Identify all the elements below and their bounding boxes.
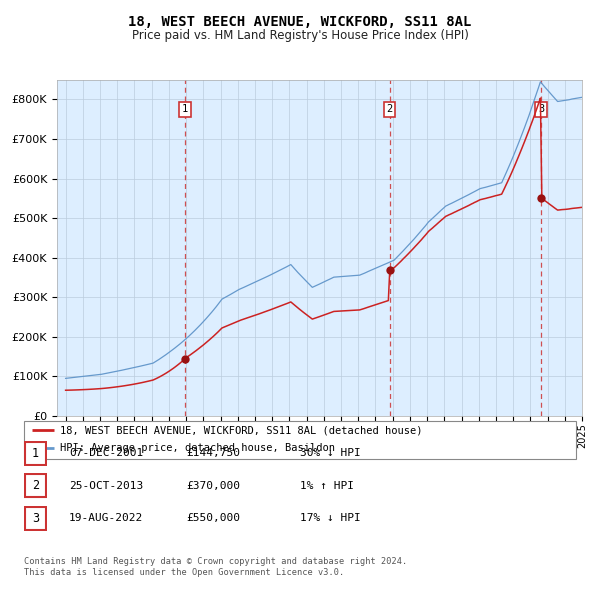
Text: 07-DEC-2001: 07-DEC-2001 [69, 448, 143, 458]
Text: 1: 1 [32, 447, 39, 460]
FancyBboxPatch shape [24, 421, 576, 459]
Text: 25-OCT-2013: 25-OCT-2013 [69, 481, 143, 491]
Text: 18, WEST BEECH AVENUE, WICKFORD, SS11 8AL: 18, WEST BEECH AVENUE, WICKFORD, SS11 8A… [128, 15, 472, 29]
Text: 3: 3 [538, 104, 544, 114]
Text: 19-AUG-2022: 19-AUG-2022 [69, 513, 143, 523]
Text: Contains HM Land Registry data © Crown copyright and database right 2024.: Contains HM Land Registry data © Crown c… [24, 558, 407, 566]
Text: £370,000: £370,000 [186, 481, 240, 491]
FancyBboxPatch shape [25, 507, 46, 530]
Text: 2: 2 [32, 479, 39, 493]
FancyBboxPatch shape [25, 474, 46, 497]
Text: 1: 1 [182, 104, 188, 114]
Text: £550,000: £550,000 [186, 513, 240, 523]
Text: 30% ↓ HPI: 30% ↓ HPI [300, 448, 361, 458]
Text: This data is licensed under the Open Government Licence v3.0.: This data is licensed under the Open Gov… [24, 568, 344, 577]
Text: HPI: Average price, detached house, Basildon: HPI: Average price, detached house, Basi… [60, 443, 335, 453]
FancyBboxPatch shape [25, 442, 46, 465]
Text: Price paid vs. HM Land Registry's House Price Index (HPI): Price paid vs. HM Land Registry's House … [131, 30, 469, 42]
Text: 3: 3 [32, 512, 39, 525]
Text: 18, WEST BEECH AVENUE, WICKFORD, SS11 8AL (detached house): 18, WEST BEECH AVENUE, WICKFORD, SS11 8A… [60, 425, 422, 435]
Text: 1% ↑ HPI: 1% ↑ HPI [300, 481, 354, 491]
Text: 2: 2 [386, 104, 392, 114]
Text: 17% ↓ HPI: 17% ↓ HPI [300, 513, 361, 523]
Text: £144,750: £144,750 [186, 448, 240, 458]
